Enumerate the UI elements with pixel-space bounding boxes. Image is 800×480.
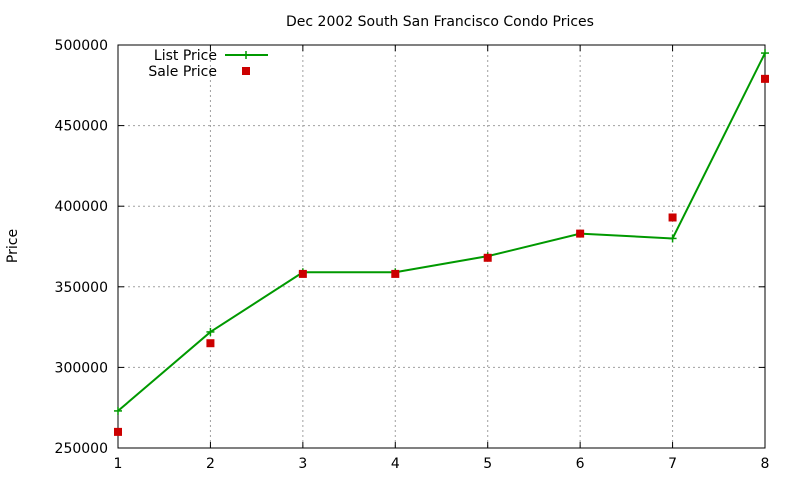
plot-frame <box>117 44 766 449</box>
x-tick-label: 8 <box>761 456 770 472</box>
x-tick-label: 1 <box>114 456 123 472</box>
legend-label: List Price <box>154 48 217 64</box>
x-tick-label: 7 <box>668 456 677 472</box>
data-point <box>114 427 122 436</box>
y-tick-label: 450000 <box>55 119 108 135</box>
data-point <box>391 269 400 278</box>
data-point <box>483 253 492 262</box>
series-layer <box>114 49 769 436</box>
y-tick-label: 350000 <box>55 280 108 296</box>
x-tick-label: 6 <box>576 456 585 472</box>
grid-lines <box>118 45 765 448</box>
data-point <box>114 406 122 415</box>
x-tick-label: 4 <box>391 456 400 472</box>
y-tick-label: 400000 <box>55 199 108 215</box>
data-point <box>668 234 677 243</box>
data-point <box>206 327 215 336</box>
series-line <box>117 52 766 412</box>
data-point <box>761 74 769 83</box>
legend-label: Sale Price <box>148 64 217 80</box>
x-tick-label: 3 <box>298 456 307 472</box>
series-list-price <box>114 49 769 415</box>
series-sale-price <box>114 74 769 436</box>
y-tick-label: 500000 <box>55 38 108 54</box>
x-tick-label: 2 <box>206 456 215 472</box>
y-tick-label: 250000 <box>55 441 108 457</box>
y-tick-label: 300000 <box>55 360 108 376</box>
data-point <box>298 269 307 278</box>
x-tick-label: 5 <box>483 456 492 472</box>
data-point <box>668 213 677 222</box>
data-point <box>206 339 215 348</box>
data-point <box>576 229 585 238</box>
y-axis-label: Price <box>5 229 21 263</box>
legend-marker <box>242 51 250 59</box>
chart-title: Dec 2002 South San Francisco Condo Price… <box>286 14 594 30</box>
data-point <box>761 49 769 58</box>
legend-marker <box>242 67 250 75</box>
axis-ticks: 1 2 3 4 5 6 7 8 250000 300000 350000 400000 450000 50… <box>55 38 770 472</box>
